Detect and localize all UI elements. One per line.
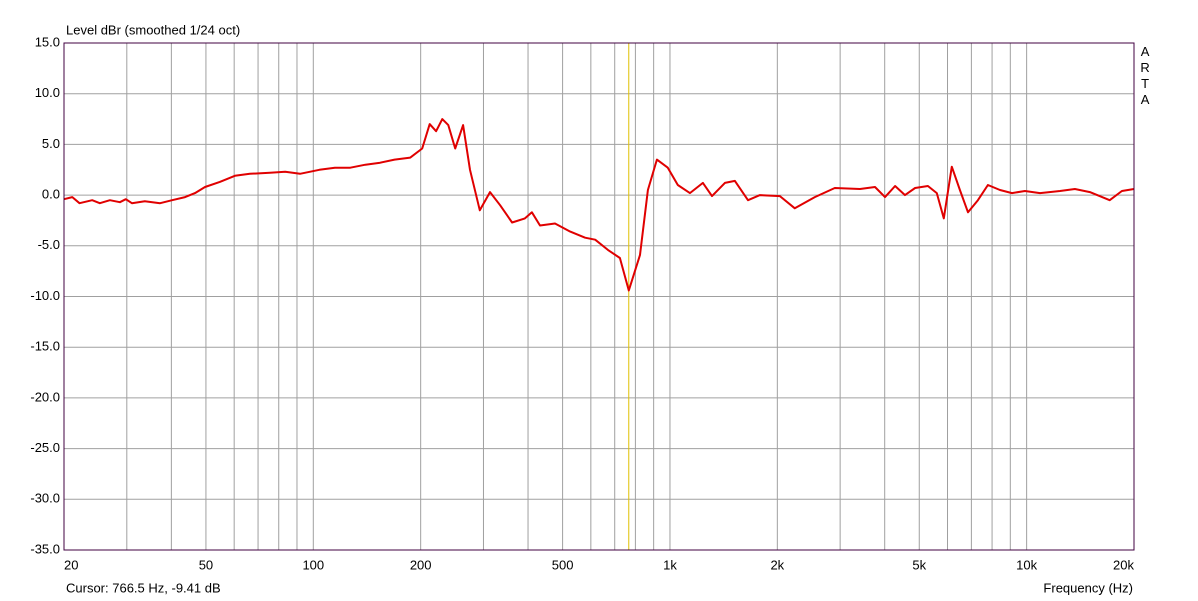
x-tick-label: 500 [552,557,574,572]
y-tick-label: 0.0 [42,187,60,202]
y-tick-label: -5.0 [38,237,60,252]
x-tick-label: 20 [64,557,78,572]
cursor-readout: Cursor: 766.5 Hz, -9.41 dB [66,580,221,595]
y-tick-label: 5.0 [42,136,60,151]
y-tick-label: -30.0 [30,491,60,506]
x-tick-label: 10k [1016,557,1037,572]
y-tick-label: 15.0 [35,34,60,49]
y-tick-label: -10.0 [30,288,60,303]
x-axis-title: Frequency (Hz) [1043,580,1133,595]
response-curve [63,118,1135,292]
x-tick-label: 20k [1113,557,1134,572]
y-tick-label: 10.0 [35,85,60,100]
watermark: ARTA [1138,44,1153,108]
plot-frame [63,42,1135,551]
x-tick-label: 1k [663,557,677,572]
x-tick-label: 5k [912,557,926,572]
x-tick-label: 200 [410,557,432,572]
y-tick-label: -20.0 [30,389,60,404]
y-tick-label: -25.0 [30,440,60,455]
x-tick-label: 100 [302,557,324,572]
x-tick-label: 2k [770,557,784,572]
x-tick-label: 50 [199,557,213,572]
y-tick-label: -15.0 [30,339,60,354]
y-tick-label: -35.0 [30,541,60,556]
axis-title: Level dBr (smoothed 1/24 oct) [66,22,240,37]
